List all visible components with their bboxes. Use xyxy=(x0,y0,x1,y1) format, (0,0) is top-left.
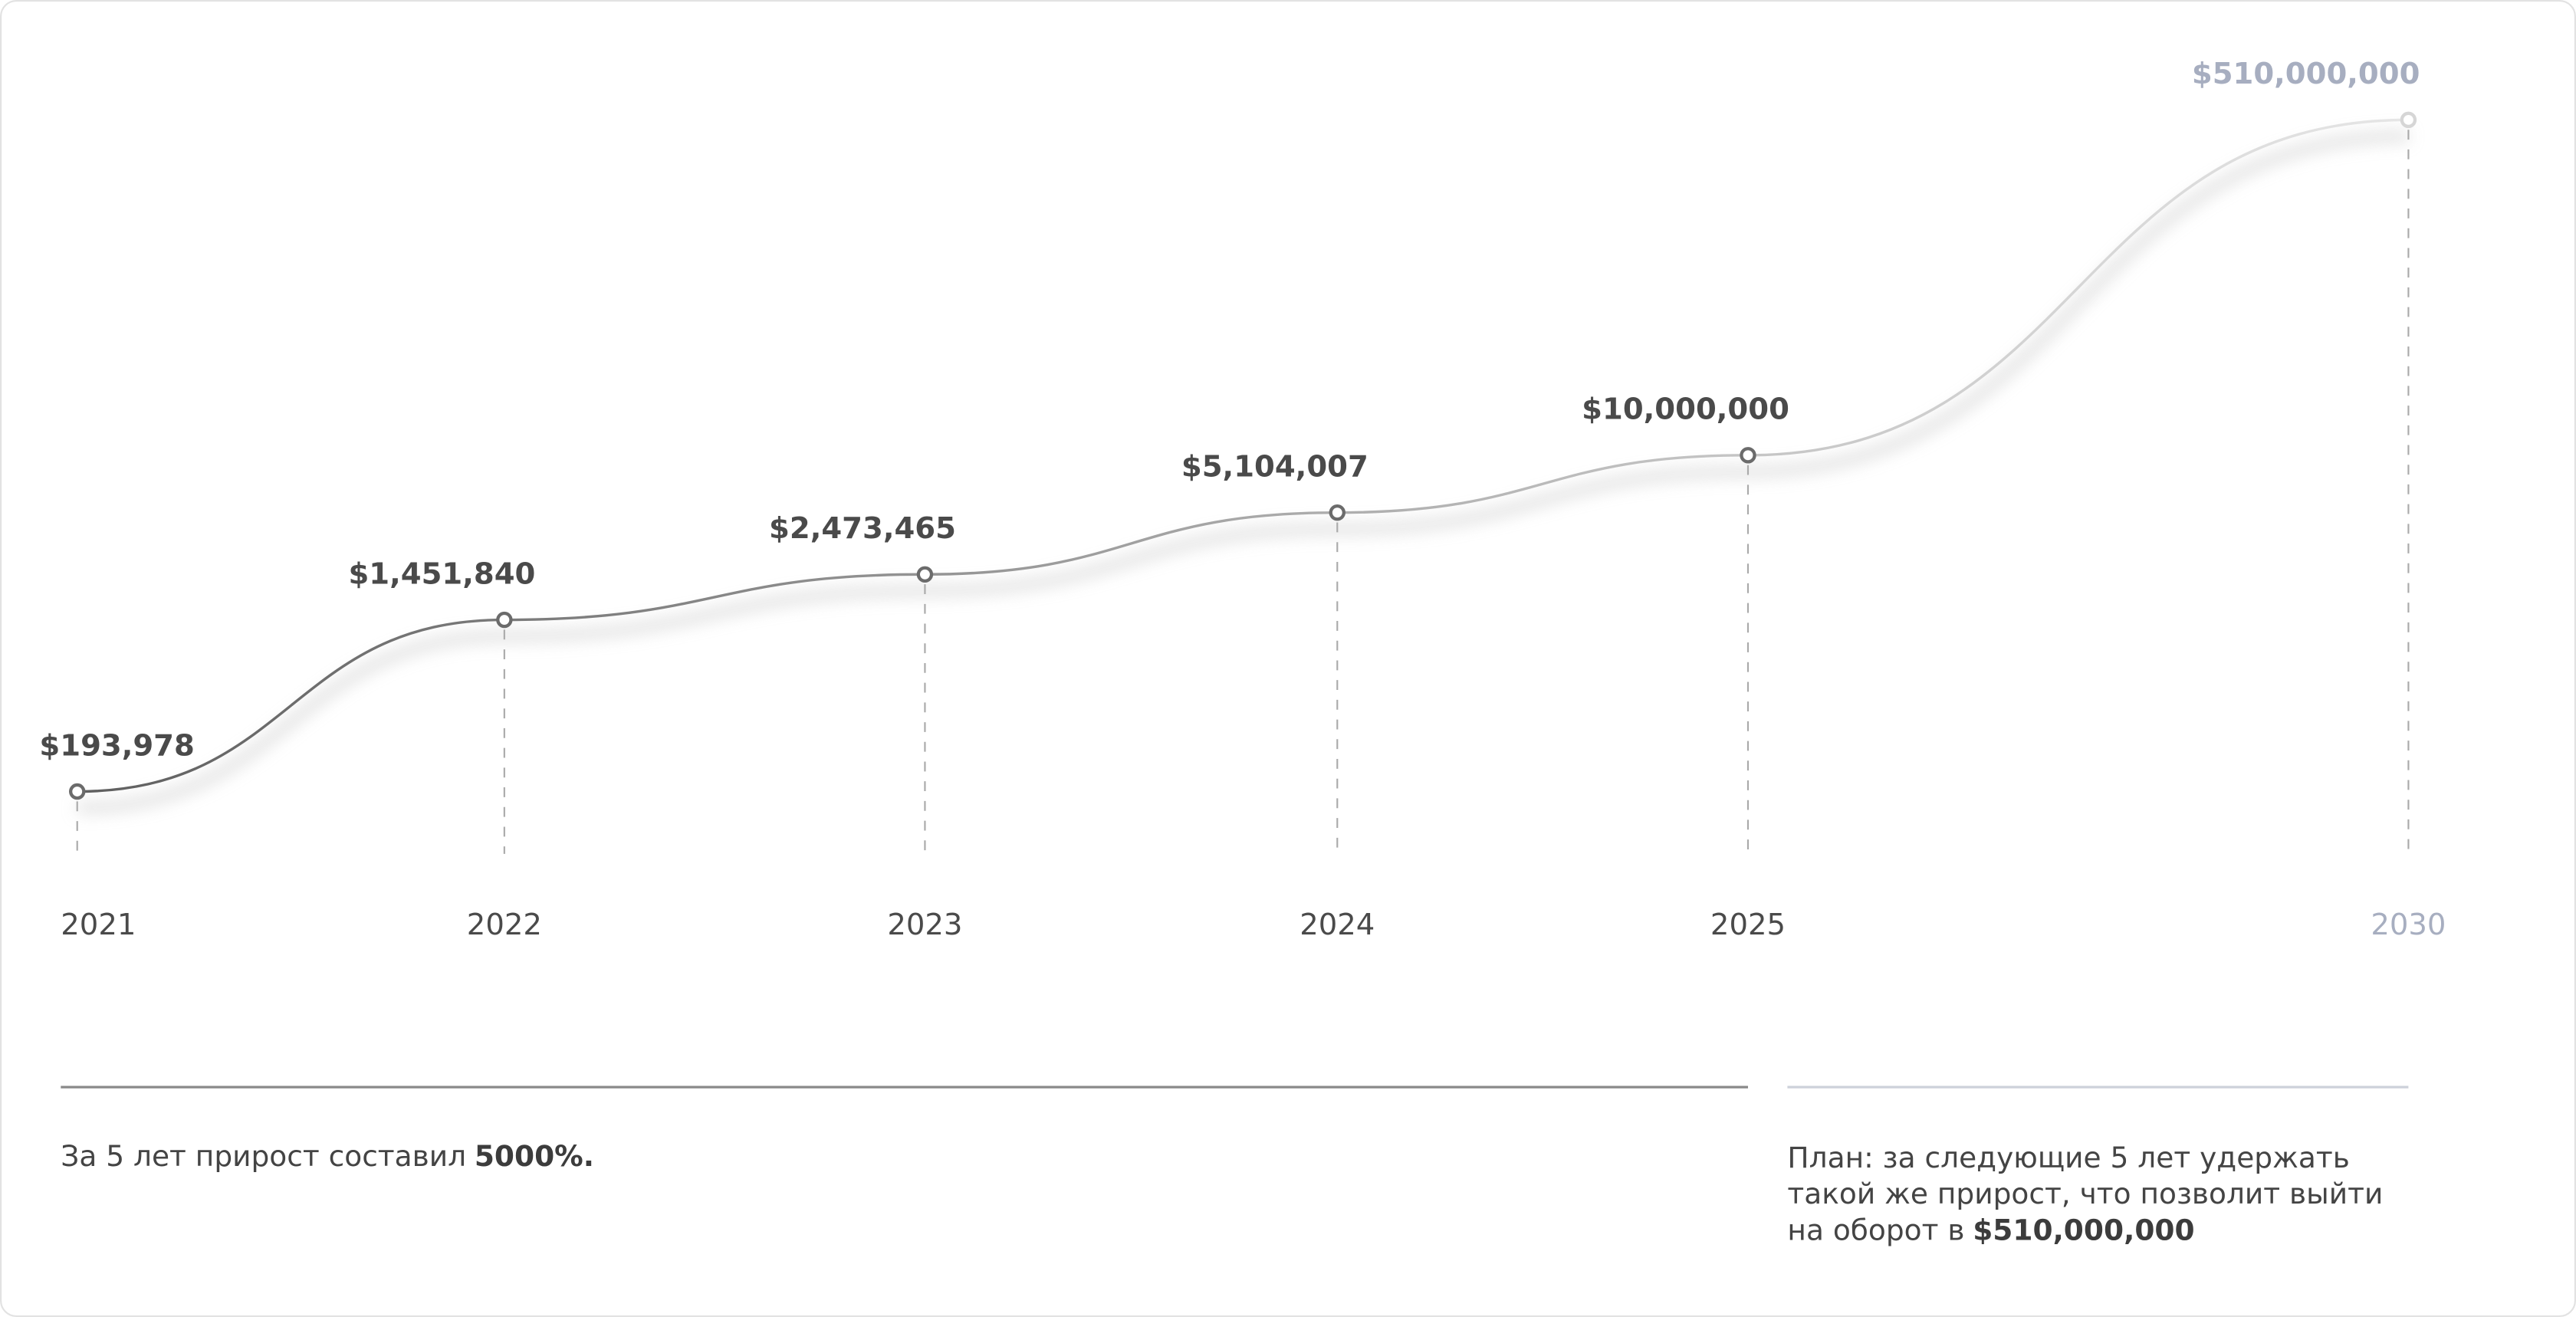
value-label: $1,451,840 xyxy=(348,557,535,591)
x-tick-label: 2023 xyxy=(887,908,962,942)
point xyxy=(2400,111,2417,129)
x-tick-label: 2030 xyxy=(2371,908,2446,942)
x-tick-label: 2024 xyxy=(1300,908,1375,942)
point xyxy=(68,783,86,800)
value-label: $2,473,465 xyxy=(769,511,956,546)
point xyxy=(1329,504,1346,521)
value-label: $510,000,000 xyxy=(2192,57,2420,91)
x-tick-label: 2021 xyxy=(61,908,136,942)
value-label: $5,104,007 xyxy=(1181,450,1368,484)
value-label: $10,000,000 xyxy=(1582,392,1789,427)
point xyxy=(1740,447,1756,464)
line-shadow xyxy=(77,131,2409,813)
value-label: $193,978 xyxy=(39,728,194,763)
plan-highlight: $510,000,000 xyxy=(1973,1215,2195,1249)
plan: План: за следующие 5 лет удержать такой … xyxy=(1787,1141,2428,1250)
summary-highlight: 5000%. xyxy=(474,1141,595,1174)
point xyxy=(496,611,513,629)
point xyxy=(916,566,934,583)
x-tick-label: 2025 xyxy=(1710,908,1786,942)
line xyxy=(77,118,2409,793)
x-tick-label: 2022 xyxy=(467,908,542,942)
summary-text: За 5 лет прирост составил xyxy=(61,1141,467,1174)
summary: За 5 лет прирост составил 5000%. xyxy=(61,1140,594,1176)
plan-text: План: за следующие 5 лет удержать такой … xyxy=(1787,1142,2384,1249)
